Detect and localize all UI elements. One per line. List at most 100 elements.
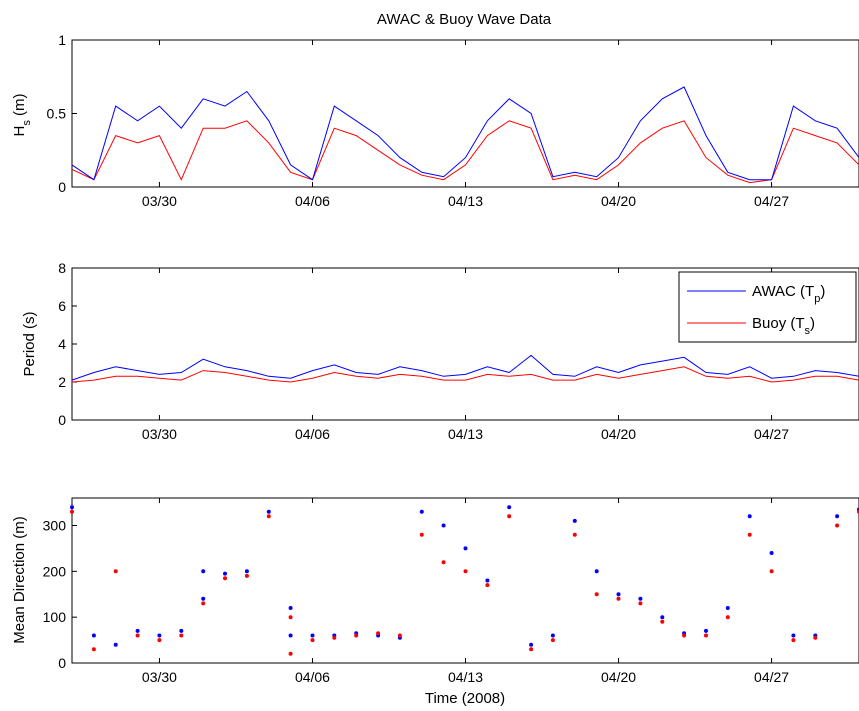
scatter-point	[682, 633, 687, 638]
scatter-point	[288, 606, 293, 610]
y-tick-label: 300	[43, 518, 67, 534]
scatter-point	[310, 633, 315, 638]
scatter-point	[223, 571, 227, 576]
x-tick-label: 03/30	[142, 193, 177, 209]
scatter-point	[813, 635, 818, 640]
x-tick-label: 04/13	[448, 193, 483, 209]
scatter-point	[638, 596, 643, 601]
scatter-point	[572, 518, 577, 523]
series-line	[71, 86, 859, 181]
scatter-point	[157, 638, 162, 643]
series-line	[71, 366, 859, 383]
scatter-point	[594, 569, 599, 574]
scatter-point	[616, 592, 621, 597]
y-tick-label: 1	[58, 32, 66, 48]
scatter-point	[266, 509, 271, 514]
y-tick-label: 8	[58, 260, 66, 276]
scatter-point	[157, 633, 162, 638]
scatter-point	[288, 633, 293, 638]
panel-3-ylabel: Mean Direction (m)	[11, 516, 28, 644]
scatter-point	[266, 514, 271, 519]
scatter-point	[419, 509, 424, 514]
scatter-point	[747, 532, 752, 537]
y-tick-label: 6	[58, 298, 66, 314]
scatter-point	[397, 633, 402, 638]
scatter-point	[310, 638, 315, 643]
scatter-point	[660, 619, 665, 624]
scatter-point	[572, 532, 577, 537]
scatter-point	[529, 647, 534, 652]
x-tick-label: 04/13	[448, 669, 483, 685]
scatter-point	[91, 633, 96, 638]
y-tick-label: 100	[43, 609, 67, 625]
scatter-point	[201, 569, 206, 574]
x-tick-label: 04/20	[601, 669, 636, 685]
panel-1-series	[71, 86, 859, 184]
scatter-point	[660, 615, 665, 620]
scatter-point	[835, 523, 840, 528]
scatter-point	[376, 631, 381, 636]
scatter-point	[725, 615, 730, 620]
scatter-point	[244, 569, 249, 574]
legend: AWAC (Tp) Buoy (Ts)	[678, 271, 857, 343]
scatter-point	[179, 628, 184, 633]
panel-period: 0 2 4 6 8 03/30 04/06 04/13 04/20 04/27 Period (s…	[21, 260, 859, 442]
scatter-point	[507, 505, 512, 510]
x-tick-label: 03/30	[142, 426, 177, 442]
x-tick-label: 04/20	[601, 426, 636, 442]
panel-2-series	[71, 354, 859, 383]
panel-3-ticks: 0 100 200 300 03/30 04/06 04/13 04/20 04/27	[43, 498, 789, 685]
x-tick-label: 04/27	[754, 669, 789, 685]
scatter-point	[704, 633, 708, 638]
scatter-point	[244, 573, 249, 578]
scatter-point	[70, 509, 74, 514]
x-tick-label: 04/13	[448, 426, 483, 442]
scatter-point	[704, 628, 708, 633]
scatter-point	[70, 505, 74, 510]
y-tick-label: 2	[58, 374, 66, 390]
scatter-point	[485, 578, 490, 583]
x-tick-label: 04/27	[754, 193, 789, 209]
scatter-point	[463, 569, 468, 574]
y-tick-label: 0	[58, 655, 66, 671]
scatter-point	[638, 601, 643, 606]
scatter-point	[791, 638, 796, 643]
scatter-point	[223, 576, 227, 581]
panel-2-ticks: 0 2 4 6 8 03/30 04/06 04/13 04/20 04/27	[58, 260, 789, 442]
scatter-point	[441, 523, 446, 528]
scatter-point	[747, 514, 752, 519]
scatter-point	[201, 601, 206, 606]
scatter-point	[507, 514, 512, 519]
x-tick-label: 03/30	[142, 669, 177, 685]
panel-3-series	[70, 505, 859, 656]
scatter-point	[529, 642, 534, 647]
scatter-point	[113, 642, 118, 647]
scatter-point	[769, 569, 774, 574]
panel-1-ylabel: Hs (m)	[11, 93, 33, 136]
scatter-point	[791, 633, 796, 638]
series-line	[71, 354, 859, 381]
scatter-point	[463, 546, 468, 551]
x-tick-label: 04/20	[601, 193, 636, 209]
x-axis-label: Time (2008)	[425, 690, 505, 707]
scatter-point	[594, 592, 599, 597]
x-tick-label: 04/06	[295, 669, 330, 685]
panel-1-ticks: 0 0.5 1 03/30 04/06 04/13 04/20 04/27	[47, 32, 790, 209]
scatter-point	[725, 606, 730, 610]
scatter-point	[135, 628, 140, 633]
y-tick-label: 0	[58, 412, 66, 428]
figure-title: AWAC & Buoy Wave Data	[377, 11, 552, 28]
scatter-point	[332, 635, 337, 640]
x-tick-label: 04/27	[754, 426, 789, 442]
series-line	[71, 120, 859, 184]
scatter-point	[769, 551, 774, 555]
scatter-point	[354, 633, 359, 638]
scatter-point	[441, 560, 446, 565]
y-tick-label: 0.5	[47, 106, 67, 122]
scatter-point	[179, 633, 184, 638]
scatter-point	[91, 647, 96, 652]
scatter-point	[835, 514, 840, 519]
panel-2-ylabel: Period (s)	[21, 311, 38, 376]
scatter-point	[485, 583, 490, 588]
